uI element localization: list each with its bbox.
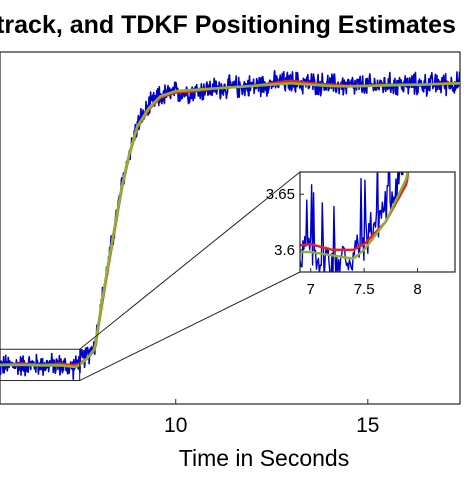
inset-x-tick-label: 7.5 — [354, 281, 375, 298]
inset-series-line-2 — [300, 172, 410, 251]
plot-area-frame — [0, 51, 461, 405]
chart-title: track, and TDKF Positioning Estimates — [0, 11, 456, 39]
inset-frame — [299, 171, 456, 273]
zoom-connector-line — [79, 171, 301, 350]
main-series-group — [0, 69, 460, 380]
inset-plot: 7 7.5 8 3.6 3.65 — [266, 171, 456, 298]
inset-series-line-3 — [300, 172, 409, 260]
zoom-source-box — [0, 348, 81, 382]
x-axis-label: Time in Seconds — [179, 445, 349, 471]
x-axis-ticks: 10 15 — [164, 399, 379, 437]
inset-series-group — [300, 172, 410, 272]
inset-y-tick-label: 3.65 — [266, 186, 295, 203]
zoom-connector-line — [79, 271, 301, 381]
series-line-3 — [0, 81, 460, 369]
inset-series-line-1 — [300, 172, 404, 272]
x-tick-label: 15 — [356, 414, 379, 437]
inset-y-tick-label: 3.6 — [274, 242, 295, 259]
zoom-callout — [0, 171, 301, 382]
inset-x-tick-label: 7 — [307, 281, 315, 298]
x-tick-label: 10 — [164, 414, 187, 437]
series-line-1 — [0, 69, 460, 380]
inset-x-tick-label: 8 — [413, 281, 421, 298]
